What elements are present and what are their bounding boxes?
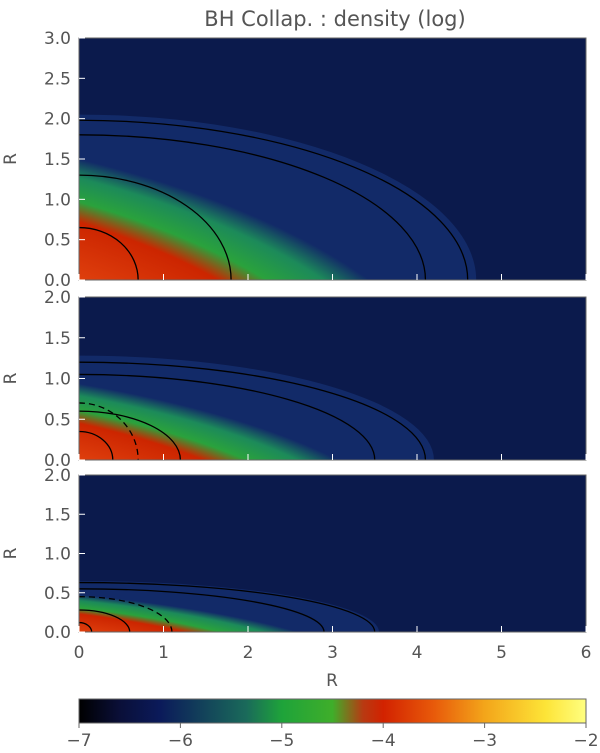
contour-line: [79, 134, 427, 280]
colorbar-tick-label: −5: [269, 731, 294, 751]
contour-line: [79, 174, 232, 280]
colorbar-tick-label: −7: [66, 731, 91, 751]
figure-title: BH Collap. : density (log): [204, 7, 465, 31]
y-tick-label: 2.5: [44, 69, 71, 89]
contour-line: [79, 430, 114, 460]
y-tick-label: 0.0: [44, 623, 71, 643]
panel-middle: 0.0 0.5 1.0 1.5 2.0 R: [1, 288, 587, 471]
y-tick-label: 3.0: [44, 29, 71, 49]
x-tick-label: 5: [496, 643, 507, 663]
contour-line: [79, 373, 376, 460]
x-tick-label: 2: [243, 643, 254, 663]
y-tick-label: 0.5: [44, 584, 71, 604]
contour-line: [79, 119, 469, 280]
density-surface: [79, 580, 379, 632]
x-tick-label: 6: [581, 643, 592, 663]
contour-line: [79, 588, 325, 632]
y-tick-label: 1.0: [44, 370, 71, 390]
y-tick-label: 0.5: [44, 231, 71, 251]
y-tick-label: 2.0: [44, 110, 71, 130]
y-axis-label: R: [1, 153, 21, 165]
density-surface: [79, 114, 477, 280]
contour-line: [79, 402, 139, 460]
contour-line: [79, 226, 139, 280]
x-tick-label: 0: [74, 643, 85, 663]
colorbar-tick-label: −2: [573, 731, 598, 751]
density-surface: [79, 355, 434, 460]
y-tick-label: 1.5: [44, 329, 71, 349]
y-tick-label: 1.5: [44, 150, 71, 170]
contour-line: [79, 410, 182, 460]
x-axis: 0 1 2 3 4 5 6: [74, 643, 592, 663]
panel-top: 0.0 0.5 1.0 1.5 2.0 2.5 3.0 R: [1, 29, 587, 291]
x-axis-label: R: [326, 671, 338, 691]
contour-line: [79, 581, 376, 632]
colorbar-tick-label: −4: [371, 731, 396, 751]
y-tick-label: 2.0: [44, 288, 71, 308]
x-tick-label: 3: [327, 643, 338, 663]
colorbar-gradient: [78, 698, 587, 724]
y-tick-label: 0.5: [44, 410, 71, 430]
y-tick-label: 2.0: [44, 466, 71, 486]
y-tick-label: 0.0: [44, 451, 71, 471]
contour-line: [79, 361, 427, 460]
colorbar: −7 −6 −5 −4 −3 −2: [66, 698, 599, 751]
contour-line: [79, 609, 131, 632]
y-tick-label: 1.0: [44, 190, 71, 210]
colorbar-tick-label: −3: [472, 731, 497, 751]
y-axis-label: R: [1, 372, 21, 384]
y-tick-label: 1.5: [44, 505, 71, 525]
y-tick-label: 1.0: [44, 545, 71, 565]
x-tick-label: 1: [158, 643, 169, 663]
y-axis-label: R: [1, 547, 21, 559]
y-tick-label: 0.0: [44, 271, 71, 291]
colorbar-tick-label: −6: [168, 731, 193, 751]
x-tick-label: 4: [412, 643, 423, 663]
contour-line: [79, 621, 93, 632]
panel-bottom: 0.0 0.5 1.0 1.5 2.0 R: [1, 466, 587, 643]
